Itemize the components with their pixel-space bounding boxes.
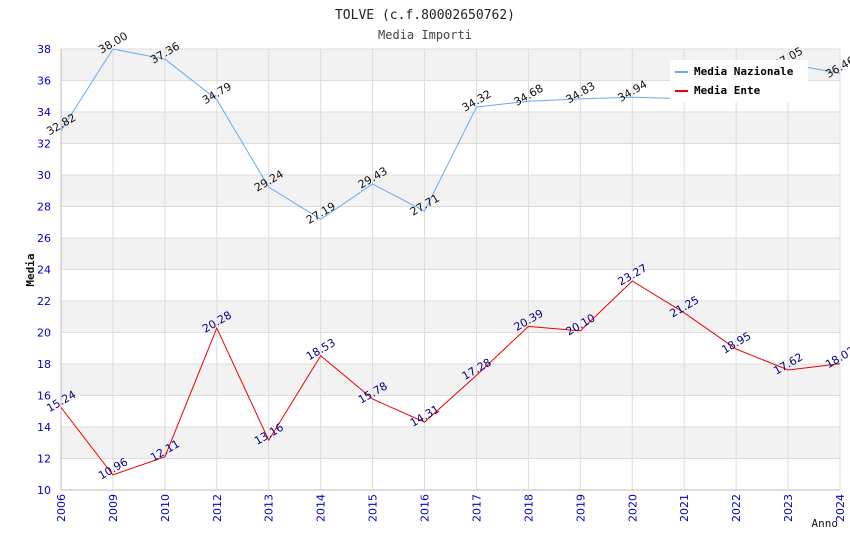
background-band xyxy=(61,269,840,301)
y-tick-label-14: 14 xyxy=(37,421,51,434)
chart-title: TOLVE (c.f.80002650762) xyxy=(335,8,515,23)
y-tick-label-32: 32 xyxy=(37,138,51,151)
y-tick-label-38: 38 xyxy=(37,43,51,56)
background-band xyxy=(61,364,840,396)
y-tick-label-24: 24 xyxy=(37,264,51,277)
background-band xyxy=(61,175,840,207)
x-axis-title: Anno xyxy=(812,517,839,530)
background-band xyxy=(61,395,840,427)
gridlines xyxy=(60,48,841,491)
x-axis-ticks: 2006 2009 2010 2012 2013 2014 2015 2016 2017 2018… xyxy=(55,494,847,522)
x-tick-label-2016: 2016 xyxy=(419,494,432,522)
background-band xyxy=(61,458,840,490)
y-axis-ticks: 10 12 14 16 18 20 22 24 26 28 30 32 34 36 38 xyxy=(37,43,51,497)
x-tick-label-2020: 2020 xyxy=(626,494,639,522)
background-band xyxy=(61,427,840,459)
x-tick-label-2006: 2006 xyxy=(55,494,68,522)
legend-label-media-nazionale: Media Nazionale xyxy=(694,65,794,78)
background-band xyxy=(61,332,840,364)
y-tick-label-30: 30 xyxy=(37,169,51,182)
background-band xyxy=(61,206,840,238)
x-tick-label-2019: 2019 xyxy=(574,494,587,522)
legend: Media Nazionale Media Ente xyxy=(670,60,808,102)
x-tick-label-2022: 2022 xyxy=(730,494,743,522)
y-tick-label-22: 22 xyxy=(37,295,51,308)
series-line-media-ente xyxy=(60,280,841,476)
background-band xyxy=(61,301,840,333)
y-tick-label-34: 34 xyxy=(37,106,51,119)
background-bands xyxy=(61,49,840,490)
chart-subtitle: Media Importi xyxy=(378,28,472,42)
x-tick-label-2012: 2012 xyxy=(211,494,224,522)
legend-box xyxy=(670,60,808,102)
y-tick-label-12: 12 xyxy=(37,453,51,466)
y-tick-label-20: 20 xyxy=(37,327,51,340)
x-tick-label-2015: 2015 xyxy=(367,494,380,522)
y-tick-label-36: 36 xyxy=(37,75,51,88)
x-tick-label-2010: 2010 xyxy=(159,494,172,522)
x-tick-label-2017: 2017 xyxy=(470,494,483,522)
y-tick-label-28: 28 xyxy=(37,201,51,214)
y-tick-label-10: 10 xyxy=(37,484,51,497)
x-tick-label-2023: 2023 xyxy=(782,494,795,522)
x-tick-label-2024: 2024 xyxy=(834,494,847,522)
y-tick-label-26: 26 xyxy=(37,232,51,245)
x-tick-label-2018: 2018 xyxy=(522,494,535,522)
x-tick-label-2013: 2013 xyxy=(263,494,276,522)
x-tick-label-2014: 2014 xyxy=(315,494,328,522)
y-tick-label-18: 18 xyxy=(37,358,51,371)
x-tick-label-2021: 2021 xyxy=(678,494,691,522)
y-tick-label-16: 16 xyxy=(37,390,51,403)
background-band xyxy=(61,238,840,270)
x-tick-label-2009: 2009 xyxy=(107,494,120,522)
legend-label-media-ente: Media Ente xyxy=(694,84,761,97)
y-axis-title: Media xyxy=(24,253,37,286)
background-band xyxy=(61,112,840,144)
